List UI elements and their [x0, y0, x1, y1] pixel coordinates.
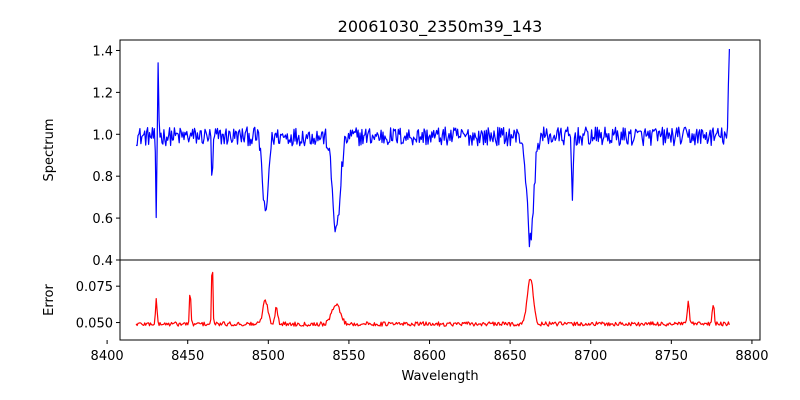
error-y-ticks: 0.050 0.075 — [76, 280, 120, 332]
spectrum-ytick-label: 1.4 — [92, 44, 113, 59]
wavelength-xlabel: Wavelength — [401, 369, 478, 384]
spectrum-line — [136, 48, 730, 248]
spectrum-ytick-label: 0.8 — [92, 170, 113, 185]
error-ytick-label: 0.075 — [76, 280, 113, 295]
wavelength-xtick-label: 8800 — [735, 349, 768, 364]
wavelength-xtick-label: 8600 — [413, 349, 446, 364]
spectrum-panel: 0.4 0.6 0.8 1.0 1.2 1.4 Spectrum — [42, 39, 761, 269]
wavelength-xtick-label: 8450 — [171, 349, 204, 364]
spectrum-ylabel: Spectrum — [42, 119, 57, 182]
spectrum-ytick-label: 0.4 — [92, 254, 113, 269]
wavelength-x-ticks: 8400 8450 8500 8550 8600 8650 8700 8750 8800 — [91, 340, 768, 364]
spectrum-ytick-label: 1.2 — [92, 86, 113, 101]
spectrum-y-ticks: 0.4 0.6 0.8 1.0 1.2 1.4 — [92, 44, 120, 269]
error-line — [135, 271, 730, 327]
error-ytick-label: 0.050 — [76, 317, 113, 332]
error-axes-frame — [119, 259, 761, 341]
wavelength-xtick-label: 8650 — [494, 349, 527, 364]
spectrum-ytick-label: 1.0 — [92, 128, 113, 143]
wavelength-xtick-label: 8700 — [574, 349, 607, 364]
chart-title: 20061030_2350m39_143 — [338, 17, 543, 37]
spectrum-ytick-label: 0.6 — [92, 212, 113, 227]
wavelength-xtick-label: 8500 — [252, 349, 285, 364]
error-ylabel: Error — [42, 284, 57, 316]
wavelength-xtick-label: 8750 — [655, 349, 688, 364]
wavelength-xtick-label: 8550 — [332, 349, 365, 364]
wavelength-xtick-label: 8400 — [91, 349, 124, 364]
